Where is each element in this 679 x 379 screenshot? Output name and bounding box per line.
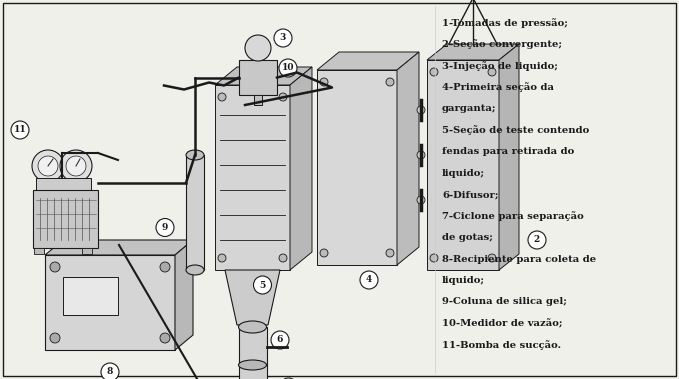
Bar [239, 60, 277, 95]
Circle shape [160, 333, 170, 343]
Text: 8: 8 [107, 368, 113, 376]
Text: 8-Recipiente para coleta de: 8-Recipiente para coleta de [442, 255, 596, 263]
Text: 3-Injeção de liquido;: 3-Injeção de liquido; [442, 61, 558, 71]
Circle shape [488, 68, 496, 76]
Text: 9-Coluna de silica gel;: 9-Coluna de silica gel; [442, 298, 567, 307]
Bar [317, 70, 397, 265]
Circle shape [417, 151, 425, 159]
Circle shape [245, 35, 271, 61]
Polygon shape [215, 67, 312, 85]
Text: 6: 6 [277, 335, 283, 345]
Circle shape [101, 363, 119, 379]
Text: 11-Bomba de sucção.: 11-Bomba de sucção. [442, 340, 561, 351]
Ellipse shape [186, 265, 204, 275]
Circle shape [279, 254, 287, 262]
Bar [82, 248, 92, 254]
Text: de gotas;: de gotas; [442, 233, 493, 242]
Circle shape [528, 231, 546, 249]
Bar [186, 155, 204, 270]
Ellipse shape [186, 150, 204, 160]
Circle shape [430, 254, 438, 262]
Circle shape [417, 106, 425, 114]
Circle shape [50, 262, 60, 272]
Circle shape [280, 378, 297, 379]
Circle shape [386, 249, 394, 257]
Circle shape [279, 59, 297, 77]
Circle shape [430, 68, 438, 76]
Bar [215, 85, 290, 270]
Circle shape [279, 93, 287, 101]
Text: liquido;: liquido; [442, 276, 485, 285]
Bar [254, 95, 262, 105]
Bar [33, 190, 98, 248]
Bar [427, 60, 499, 270]
Circle shape [218, 254, 226, 262]
Text: 2-Seção convergente;: 2-Seção convergente; [442, 39, 562, 49]
Circle shape [360, 271, 378, 289]
Circle shape [417, 196, 425, 204]
Ellipse shape [238, 360, 266, 370]
Polygon shape [317, 52, 419, 70]
Bar [238, 327, 266, 379]
Circle shape [50, 333, 60, 343]
Text: 7-Ciclone para separação: 7-Ciclone para separação [442, 211, 584, 221]
Bar [63, 277, 118, 315]
Text: 5: 5 [259, 280, 265, 290]
Circle shape [274, 29, 292, 47]
Bar [34, 248, 44, 254]
Bar [36, 178, 91, 190]
Polygon shape [175, 240, 193, 350]
Text: 3: 3 [280, 33, 286, 42]
Circle shape [253, 276, 272, 294]
Text: 1-Tomadas de pressão;: 1-Tomadas de pressão; [442, 18, 568, 28]
Circle shape [32, 150, 64, 182]
Polygon shape [499, 44, 519, 270]
Text: 6-Difusor;: 6-Difusor; [442, 190, 498, 199]
Polygon shape [225, 270, 280, 325]
Polygon shape [397, 52, 419, 265]
Circle shape [386, 78, 394, 86]
Circle shape [488, 254, 496, 262]
Text: 11: 11 [14, 125, 26, 135]
Text: fendas para retirada do: fendas para retirada do [442, 147, 574, 156]
Circle shape [320, 249, 328, 257]
Bar [45, 255, 175, 350]
Text: 9: 9 [162, 223, 168, 232]
Polygon shape [45, 240, 193, 255]
Polygon shape [290, 67, 312, 270]
Text: garganta;: garganta; [442, 104, 496, 113]
Circle shape [160, 262, 170, 272]
Polygon shape [427, 44, 519, 60]
Circle shape [271, 331, 289, 349]
Circle shape [320, 78, 328, 86]
Text: liquido;: liquido; [442, 169, 485, 177]
Text: 4: 4 [366, 276, 372, 285]
Circle shape [156, 219, 174, 236]
Text: 4-Primeira seção da: 4-Primeira seção da [442, 83, 554, 92]
Text: 10: 10 [282, 64, 294, 72]
Ellipse shape [238, 321, 266, 333]
Text: 10-Medidor de vazão;: 10-Medidor de vazão; [442, 319, 562, 329]
Circle shape [38, 156, 58, 176]
Text: 5-Seção de teste contendo: 5-Seção de teste contendo [442, 125, 589, 135]
Circle shape [66, 156, 86, 176]
Text: 2: 2 [534, 235, 540, 244]
Circle shape [11, 121, 29, 139]
Circle shape [60, 150, 92, 182]
Circle shape [218, 93, 226, 101]
